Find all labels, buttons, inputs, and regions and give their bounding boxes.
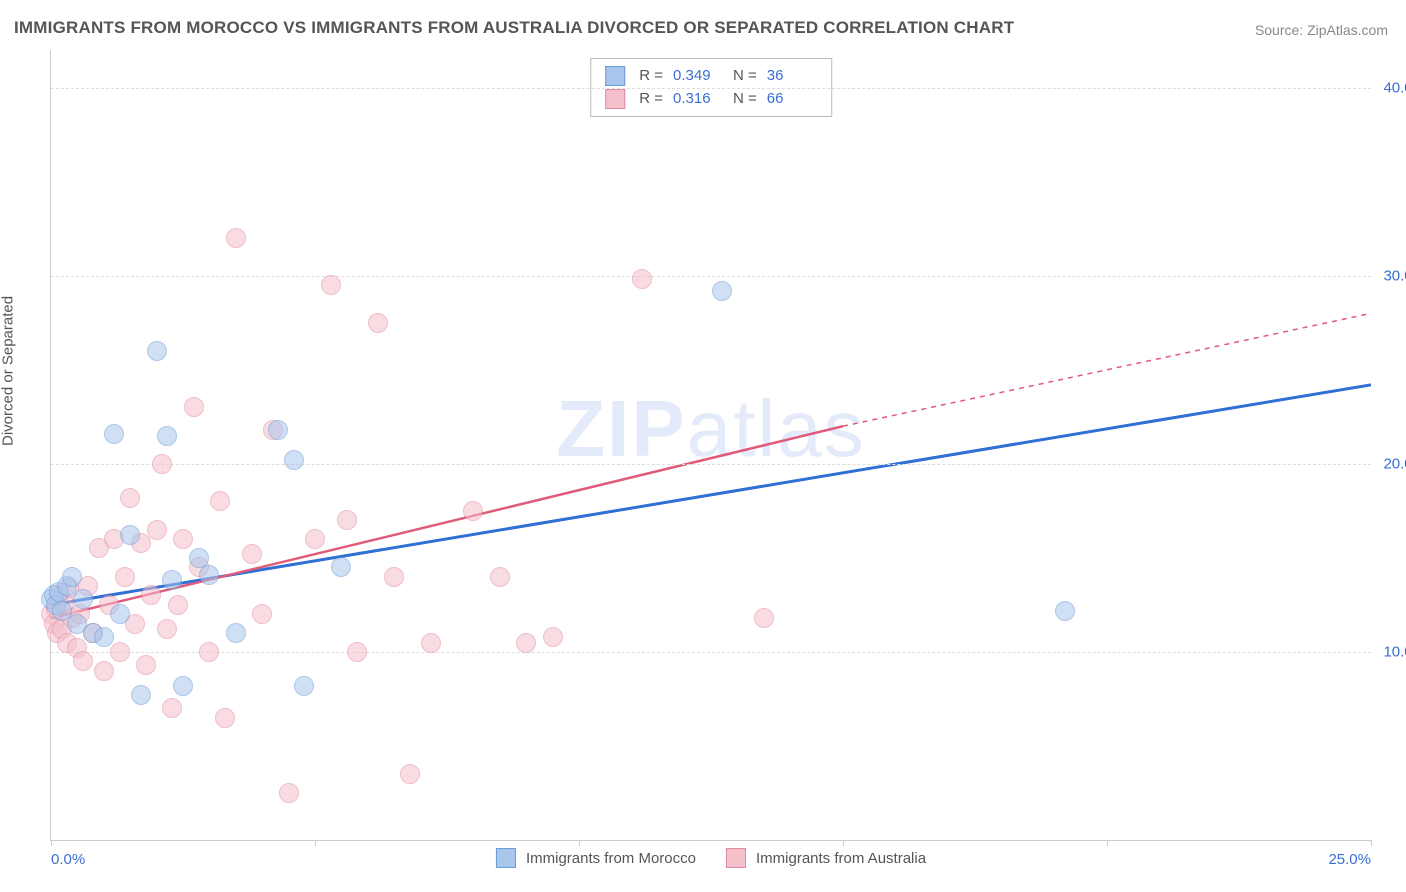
scatter-point [226,623,246,643]
scatter-point [632,269,652,289]
legend-series: Immigrants from Morocco Immigrants from … [496,848,926,868]
legend-label: Immigrants from Morocco [526,850,696,867]
legend-swatch-morocco-icon [496,848,516,868]
legend-item-morocco: Immigrants from Morocco [496,848,696,868]
scatter-point [141,585,161,605]
chart-title: IMMIGRANTS FROM MOROCCO VS IMMIGRANTS FR… [14,18,1014,38]
n-label: N = [733,88,757,111]
scatter-point [347,642,367,662]
scatter-point [73,589,93,609]
scatter-point [131,685,151,705]
n-value: 66 [767,88,817,111]
r-value: 0.316 [673,88,723,111]
y-tick-label: 10.0% [1383,643,1406,660]
scatter-point [400,764,420,784]
r-label: R = [639,65,663,88]
r-value: 0.349 [673,65,723,88]
scatter-point [543,627,563,647]
legend-swatch-australia-icon [726,848,746,868]
y-tick-label: 20.0% [1383,455,1406,472]
scatter-point [136,655,156,675]
x-tick [579,840,580,846]
scatter-point [162,570,182,590]
gridline [51,464,1371,465]
watermark: ZIPatlas [556,383,865,475]
scatter-point [157,426,177,446]
scatter-point [463,501,483,521]
n-label: N = [733,65,757,88]
source-label: Source: ZipAtlas.com [1255,22,1388,38]
r-label: R = [639,88,663,111]
x-tick-label: 25.0% [1328,851,1371,868]
scatter-point [252,604,272,624]
gridline [51,276,1371,277]
x-tick-label: 0.0% [51,851,85,868]
scatter-point [321,275,341,295]
scatter-point [94,627,114,647]
gridline [51,652,1371,653]
scatter-point [110,604,130,624]
legend-stats-row-0: R = 0.349 N = 36 [605,65,817,88]
scatter-point [110,642,130,662]
scatter-point [115,567,135,587]
scatter-point [384,567,404,587]
scatter-point [94,661,114,681]
scatter-point [331,557,351,577]
gridline [51,88,1371,89]
scatter-point [173,676,193,696]
scatter-point [268,420,288,440]
x-tick [315,840,316,846]
scatter-point [215,708,235,728]
legend-stats-row-1: R = 0.316 N = 66 [605,88,817,111]
scatter-point [157,619,177,639]
y-axis-title: Divorced or Separated [0,296,17,446]
x-tick [1371,840,1372,846]
scatter-point [147,341,167,361]
legend-swatch-morocco [605,66,625,86]
scatter-point [294,676,314,696]
n-value: 36 [767,65,817,88]
scatter-point [337,510,357,530]
scatter-point [62,567,82,587]
scatter-point [279,783,299,803]
scatter-point [284,450,304,470]
x-tick [843,840,844,846]
y-tick-label: 40.0% [1383,79,1406,96]
y-tick-label: 30.0% [1383,267,1406,284]
scatter-point [73,651,93,671]
scatter-point [368,313,388,333]
scatter-point [120,525,140,545]
watermark-bold: ZIP [556,384,686,473]
scatter-point [152,454,172,474]
scatter-point [305,529,325,549]
scatter-point [210,491,230,511]
scatter-point [104,424,124,444]
plot-area: ZIPatlas R = 0.349 N = 36 R = 0.316 N = … [50,50,1371,841]
scatter-point [516,633,536,653]
scatter-point [226,228,246,248]
correlation-chart: IMMIGRANTS FROM MOROCCO VS IMMIGRANTS FR… [0,0,1406,892]
scatter-point [712,281,732,301]
scatter-point [162,698,182,718]
scatter-point [490,567,510,587]
scatter-point [1055,601,1075,621]
legend-item-australia: Immigrants from Australia [726,848,926,868]
x-tick [1107,840,1108,846]
legend-swatch-australia [605,89,625,109]
scatter-point [147,520,167,540]
scatter-point [199,565,219,585]
x-tick [51,840,52,846]
scatter-point [184,397,204,417]
scatter-point [242,544,262,564]
scatter-point [754,608,774,628]
scatter-point [120,488,140,508]
legend-label: Immigrants from Australia [756,850,926,867]
scatter-point [173,529,193,549]
scatter-point [421,633,441,653]
scatter-point [199,642,219,662]
trend-lines [51,50,1371,840]
watermark-light: atlas [687,384,866,473]
scatter-point [168,595,188,615]
